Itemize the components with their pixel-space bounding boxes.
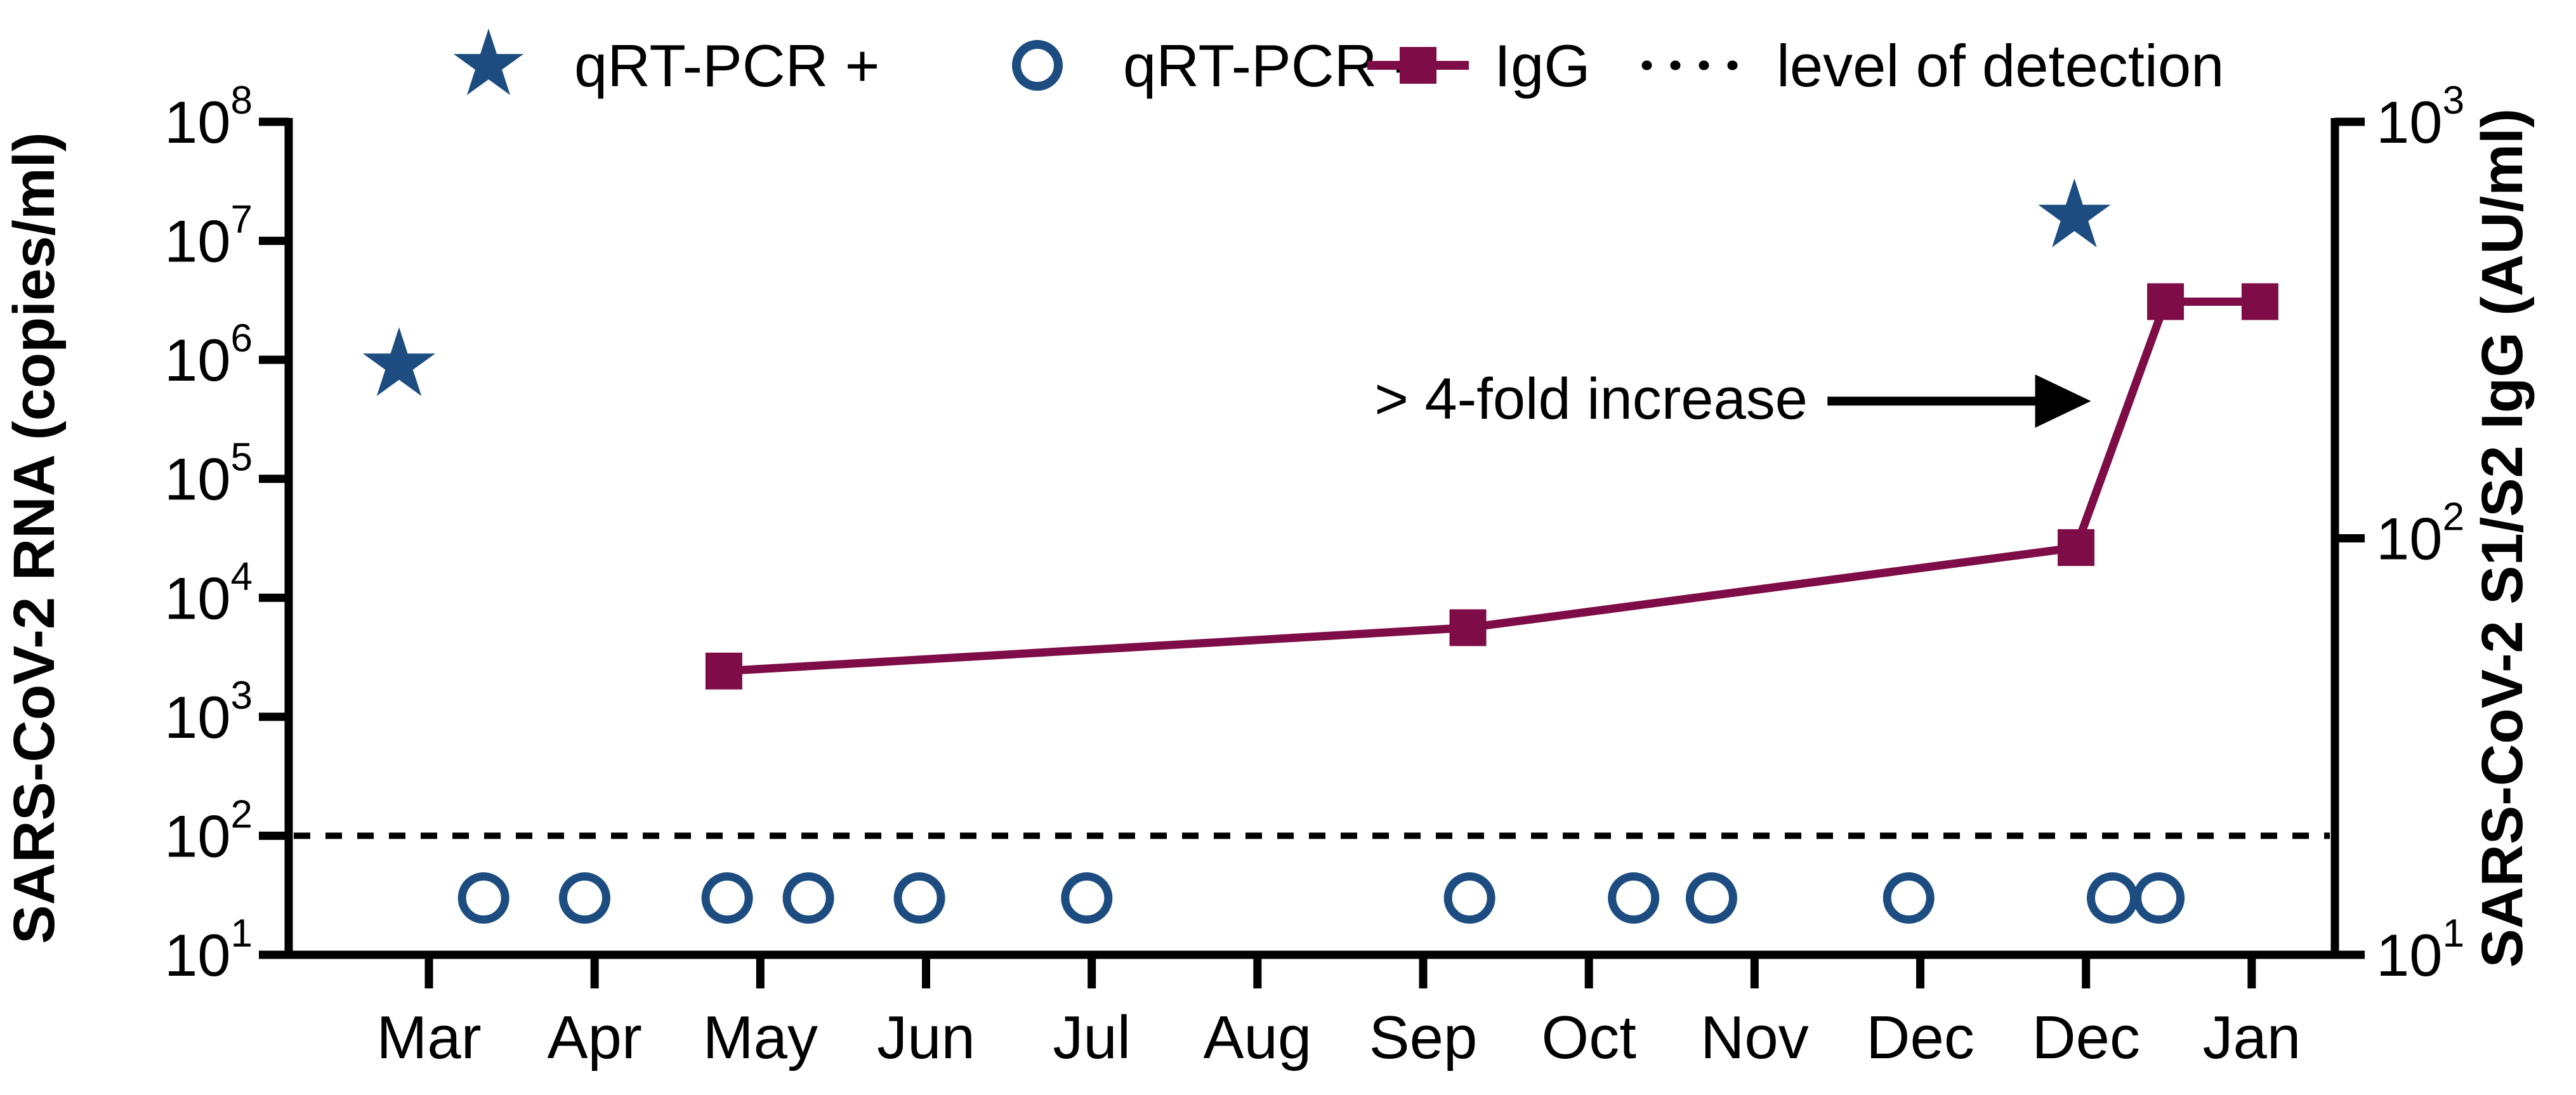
legend-open-circle-icon [1012, 40, 1063, 91]
x-tick-label: May [703, 1004, 818, 1072]
left-axis-tick-label: 101 [164, 912, 253, 988]
igg-point [1449, 609, 1487, 646]
legend-label-pcr-negative: qRT-PCR - [1123, 32, 1414, 99]
x-tick-label: Oct [1542, 1004, 1636, 1072]
igg-point [2147, 283, 2185, 320]
igg-point [705, 652, 742, 690]
x-tick-label: Jul [1053, 1004, 1131, 1072]
pcr-negative-point [2086, 872, 2138, 924]
pcr-negative-point [893, 872, 945, 924]
pcr-negative-point [1685, 872, 1737, 924]
right-axis-title: SARS-CoV-2 S1/S2 IgG (AU/ml) [2470, 108, 2535, 968]
left-axis-title: SARS-CoV-2 RNA (copies/ml) [2, 132, 67, 944]
pcr-negative-point [457, 872, 509, 924]
pcr-positive-point [362, 327, 436, 397]
legend-label-lod: level of detection [1777, 32, 2224, 99]
igg-point [2241, 283, 2278, 320]
pcr-negative-point [1443, 872, 1495, 924]
legend-label-igg: IgG [1494, 32, 1591, 99]
x-tick-label: Jun [877, 1004, 975, 1072]
x-tick-label: Jan [2202, 1004, 2301, 1072]
pcr-negative-point [2133, 872, 2185, 924]
pcr-negative-point [701, 872, 753, 924]
left-axis-tick-label: 103 [164, 674, 253, 751]
legend-igg-square-icon [1400, 47, 1436, 84]
x-tick-label: Aug [1203, 1004, 1311, 1072]
left-axis-tick-label: 106 [164, 317, 253, 393]
left-axis-tick-label: 102 [164, 792, 253, 869]
annotation-arrow-head [2035, 374, 2091, 428]
igg-line [723, 298, 2260, 676]
igg-point [2058, 529, 2095, 567]
x-tick-label: Mar [376, 1004, 481, 1072]
legend-star-icon [453, 29, 524, 95]
pcr-negative-point [1883, 872, 1935, 924]
pcr-negative-point [558, 872, 610, 924]
fold-increase-annotation: > 4-fold increase [1374, 367, 1808, 431]
left-axis-tick-label: 105 [164, 436, 253, 513]
pcr-positive-point [2038, 178, 2111, 247]
pcr-negative-point [782, 872, 834, 924]
x-tick-label: Nov [1700, 1004, 1809, 1072]
x-tick-label: Sep [1369, 1004, 1478, 1072]
x-tick-label: Apr [547, 1004, 641, 1072]
right-axis-tick-label: 102 [2376, 495, 2464, 572]
x-tick-label: Dec [2032, 1004, 2140, 1072]
pcr-negative-point [1061, 872, 1113, 924]
legend-label-pcr-positive: qRT-PCR + [574, 32, 879, 99]
x-tick-label: Dec [1866, 1004, 1975, 1072]
left-axis-tick-label: 104 [164, 554, 253, 631]
left-axis-tick-label: 107 [164, 198, 253, 275]
right-axis-tick-label: 103 [2376, 79, 2464, 155]
pcr-negative-point [1608, 872, 1660, 924]
left-axis-tick-label: 108 [164, 79, 253, 155]
right-axis-tick-label: 101 [2376, 912, 2464, 988]
